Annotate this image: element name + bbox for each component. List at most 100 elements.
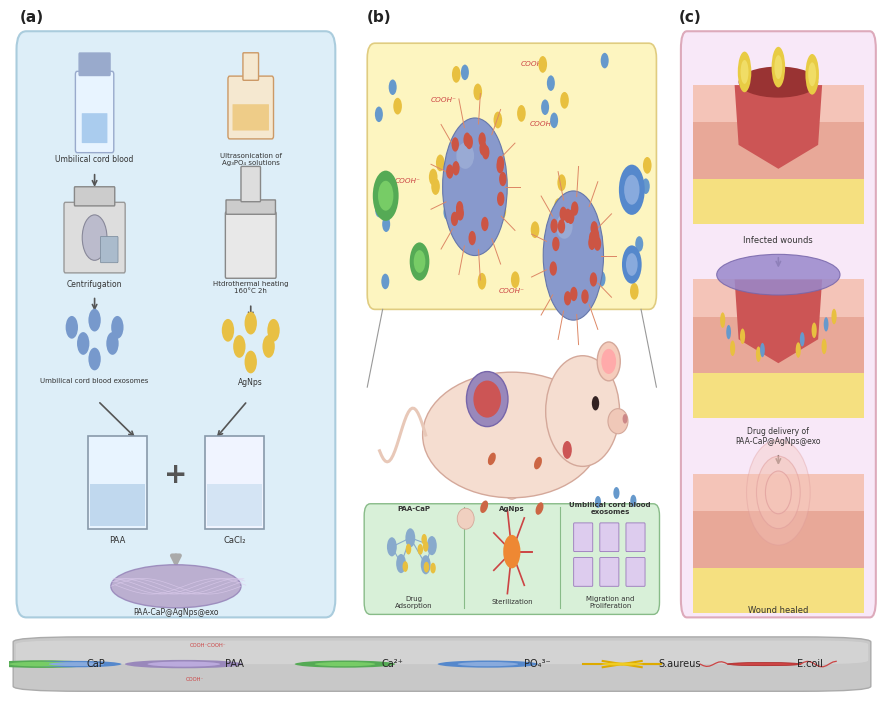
Polygon shape [735,279,822,363]
Circle shape [431,178,440,195]
Circle shape [517,105,526,121]
Circle shape [463,133,471,147]
Circle shape [378,181,393,211]
Text: PO₄³⁻: PO₄³⁻ [524,659,551,669]
Circle shape [375,107,383,122]
Circle shape [409,242,430,281]
Circle shape [643,157,652,173]
Circle shape [821,338,827,355]
Circle shape [222,319,234,342]
Circle shape [511,272,520,288]
FancyBboxPatch shape [241,166,261,201]
Ellipse shape [601,349,616,374]
Ellipse shape [728,663,801,665]
Circle shape [562,441,572,459]
Circle shape [479,141,487,156]
Circle shape [626,253,637,276]
Circle shape [588,232,596,247]
Circle shape [554,198,563,215]
Circle shape [564,291,571,305]
Circle shape [373,171,399,221]
FancyBboxPatch shape [101,237,118,263]
Circle shape [88,309,101,331]
Circle shape [498,202,507,219]
Circle shape [0,661,95,668]
Circle shape [476,172,484,189]
Circle shape [148,661,220,667]
Circle shape [547,75,555,91]
Circle shape [774,55,782,79]
Circle shape [622,414,628,423]
Circle shape [446,164,453,179]
Text: Htdrothermal heating
160°C 2h: Htdrothermal heating 160°C 2h [213,281,288,293]
Polygon shape [735,85,822,168]
Circle shape [630,495,636,507]
Circle shape [233,335,246,358]
Circle shape [497,159,504,173]
Circle shape [393,98,402,114]
Ellipse shape [488,453,496,465]
Circle shape [478,133,486,147]
Circle shape [402,561,408,572]
Circle shape [453,161,460,176]
Circle shape [824,317,828,331]
Ellipse shape [545,356,620,466]
Text: Sterilization: Sterilization [491,600,533,605]
FancyBboxPatch shape [88,436,147,529]
Text: CaCl₂: CaCl₂ [224,536,246,545]
Circle shape [622,246,642,284]
Circle shape [538,56,547,73]
Circle shape [422,534,427,545]
Circle shape [382,216,390,232]
FancyBboxPatch shape [600,523,619,552]
Circle shape [452,138,459,152]
FancyBboxPatch shape [574,557,593,586]
Ellipse shape [536,502,544,515]
Text: E.coil: E.coil [797,659,823,669]
Circle shape [636,236,644,252]
Circle shape [106,332,118,355]
Ellipse shape [110,565,241,608]
Circle shape [619,165,644,215]
Text: Umbilical cord blood: Umbilical cord blood [56,155,133,164]
Circle shape [421,555,431,574]
Circle shape [497,192,505,206]
Circle shape [730,340,735,356]
FancyBboxPatch shape [693,85,864,122]
Circle shape [444,204,452,220]
FancyBboxPatch shape [75,72,114,152]
Text: PAA: PAA [225,659,244,669]
Circle shape [560,206,567,221]
Circle shape [601,663,643,665]
FancyBboxPatch shape [693,568,864,613]
Circle shape [456,201,463,216]
Circle shape [590,272,597,286]
Circle shape [812,322,817,338]
Circle shape [456,206,463,220]
Circle shape [550,261,557,276]
Circle shape [499,172,507,186]
FancyBboxPatch shape [693,279,864,317]
Circle shape [406,544,411,555]
Circle shape [438,661,538,668]
Circle shape [49,662,104,666]
Circle shape [624,256,632,273]
Text: Infected wounds: Infected wounds [743,236,813,245]
Ellipse shape [556,214,573,239]
FancyBboxPatch shape [243,53,258,80]
Text: Ca²⁺: Ca²⁺ [381,659,403,669]
Circle shape [9,662,74,666]
Circle shape [267,319,279,342]
Text: Ultrasonication of
Ag₃PO₄ solutions: Ultrasonication of Ag₃PO₄ solutions [220,153,282,166]
Circle shape [796,343,801,358]
Ellipse shape [739,67,819,98]
Text: (c): (c) [679,10,702,25]
Circle shape [589,231,597,245]
Circle shape [558,219,565,234]
Circle shape [396,554,406,573]
Text: PAA: PAA [109,536,126,545]
Text: Wound healed: Wound healed [748,606,809,615]
Text: Drug
Adsorption: Drug Adsorption [394,596,432,609]
Ellipse shape [443,118,507,256]
Text: S.aureus: S.aureus [659,659,701,669]
